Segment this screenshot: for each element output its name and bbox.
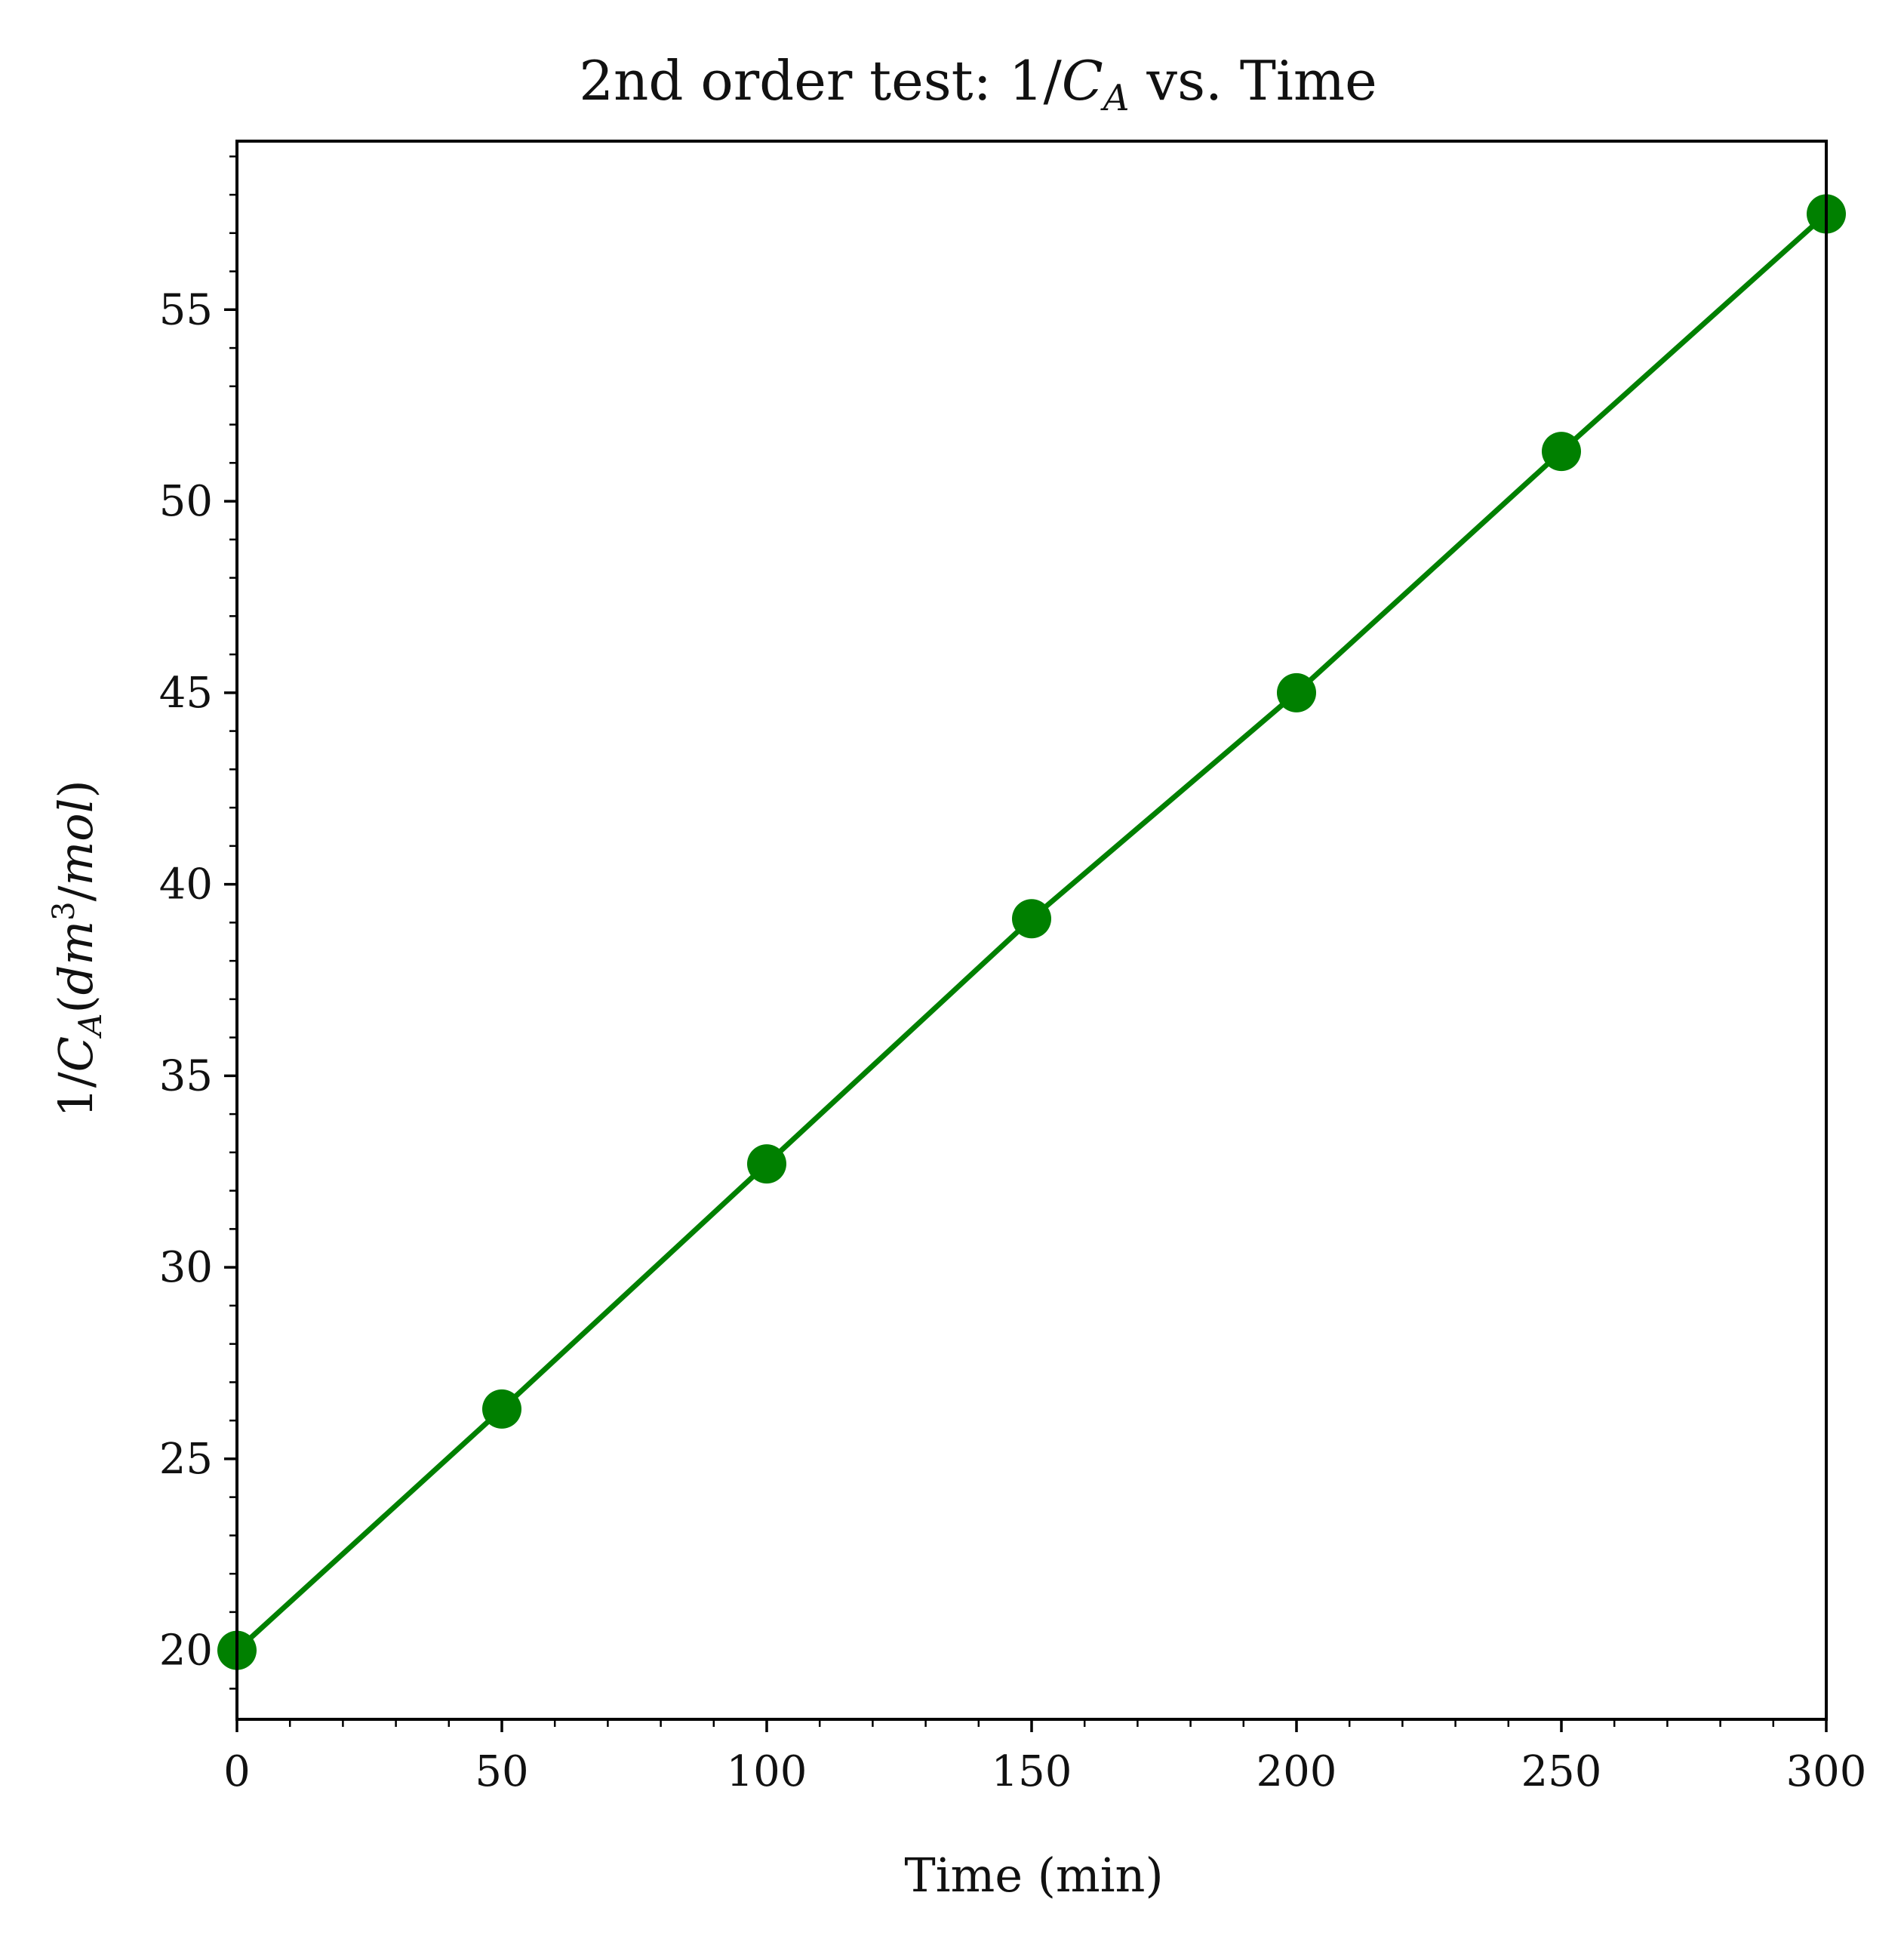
x-tick-label: 200 [1257, 1747, 1337, 1796]
x-tick-label: 0 [223, 1747, 251, 1796]
y-tick-label: 50 [159, 477, 213, 526]
plot-area [217, 194, 1846, 1670]
ticks: 0 50 100 150 200 250 300 20 25 30 35 40 45 50 55 [159, 155, 1867, 1796]
x-tick-label: 300 [1786, 1747, 1867, 1796]
y-tick-label: 35 [159, 1051, 213, 1100]
data-point [1542, 432, 1581, 472]
chart-title: 2nd order test: 1/CA vs. Time [579, 49, 1377, 119]
x-tick-label: 50 [475, 1747, 528, 1796]
x-tick-label: 250 [1521, 1747, 1602, 1796]
y-tick-label: 55 [159, 285, 213, 334]
y-tick-label: 30 [159, 1243, 213, 1292]
x-tick-label: 150 [992, 1747, 1072, 1796]
axes-frame [235, 140, 1828, 1721]
data-point [747, 1144, 786, 1184]
data-point [1012, 899, 1051, 939]
y-tick-label: 45 [159, 669, 213, 718]
x-axis-title: Time (min) [904, 1848, 1163, 1903]
data-point [1277, 672, 1316, 712]
y-tick-label: 25 [159, 1435, 213, 1484]
y-tick-label: 40 [159, 860, 213, 909]
y-axis-title: 1/CA(dm3/mol) [47, 780, 109, 1117]
x-tick-label: 100 [727, 1747, 807, 1796]
data-point [482, 1389, 521, 1429]
y-tick-label: 20 [159, 1626, 213, 1676]
